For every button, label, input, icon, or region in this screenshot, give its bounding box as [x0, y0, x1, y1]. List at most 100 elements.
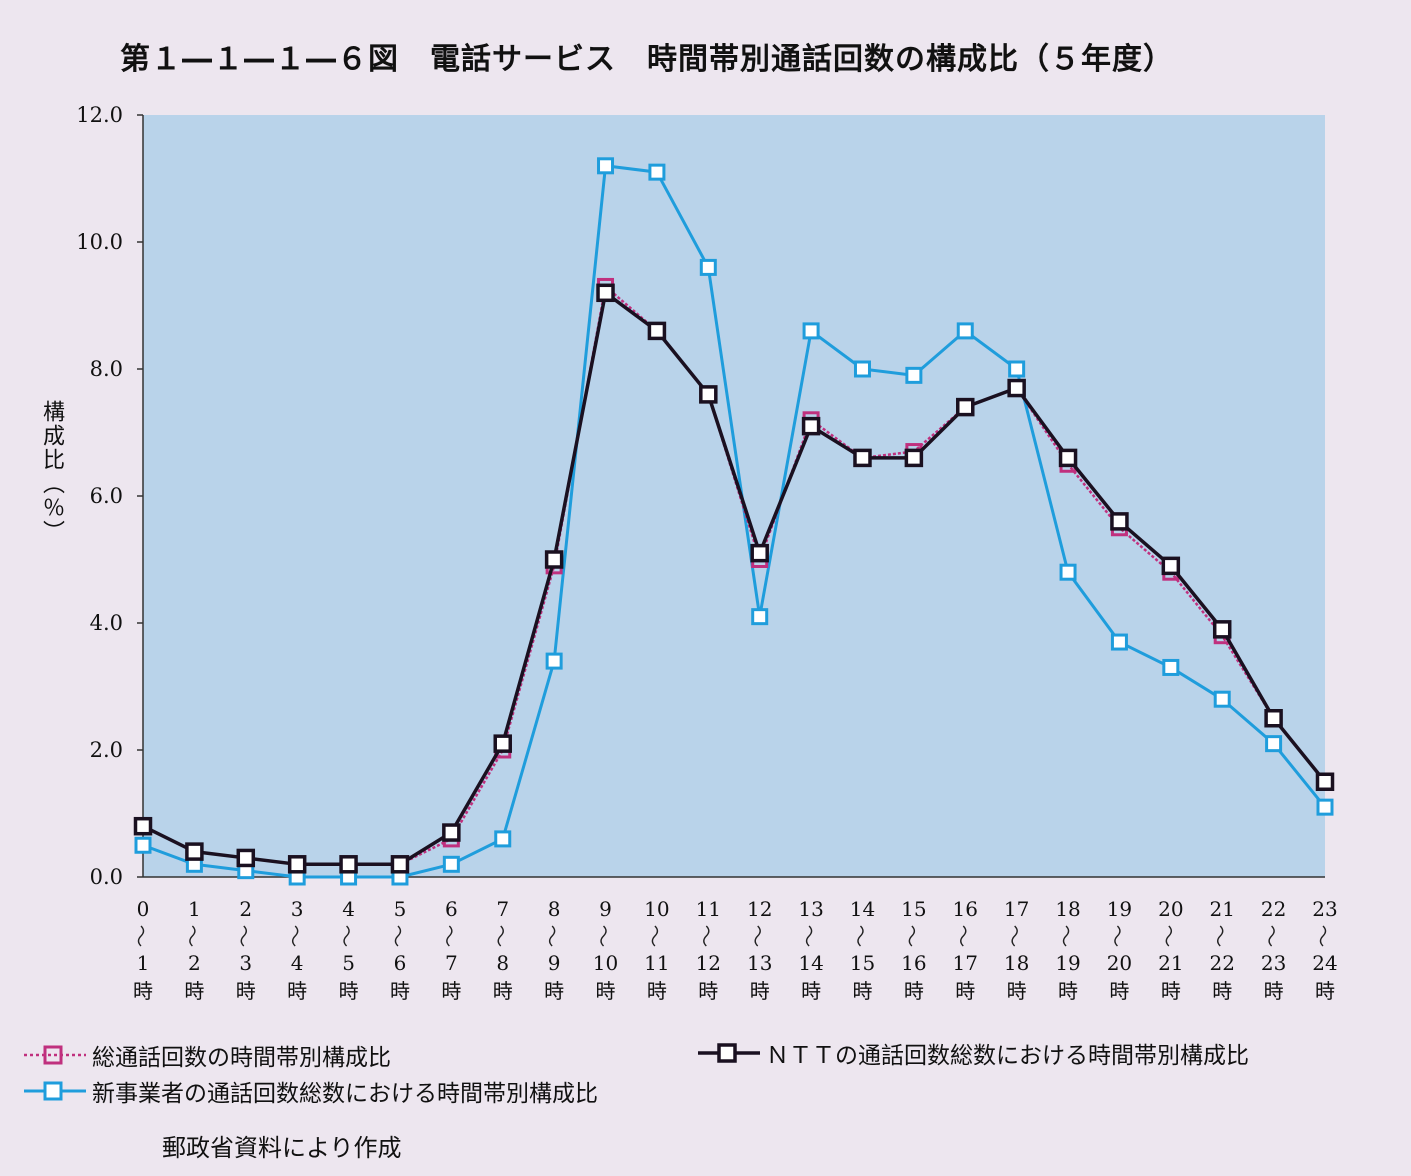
y-tick-label: 10.0 — [76, 230, 123, 254]
svg-text:時: 時 — [596, 979, 616, 1003]
x-tick-label: 21 22 時 — [1209, 897, 1234, 1003]
svg-text:16: 16 — [901, 951, 926, 975]
source-note: 郵政省資料により作成 — [162, 1134, 402, 1162]
svg-text:時: 時 — [1058, 979, 1078, 1003]
x-tick-label: 5 6 時 — [390, 897, 410, 1003]
svg-text:18: 18 — [1055, 897, 1080, 921]
x-tick-label: 16 17 時 — [953, 897, 978, 1003]
chart-title: 第１―１―１―６図 電話サービス 時間帯別通話回数の構成比（５年度） — [120, 42, 1174, 77]
svg-text:6: 6 — [445, 897, 458, 921]
x-tick-label: 23 24 時 — [1312, 897, 1337, 1003]
x-tick-label: 4 5 時 — [339, 897, 359, 1003]
svg-text:11: 11 — [644, 951, 669, 975]
svg-text:時: 時 — [339, 979, 359, 1003]
svg-text:23: 23 — [1261, 951, 1286, 975]
data-point-ntt — [1007, 378, 1026, 398]
data-point-ntt — [1058, 448, 1078, 468]
data-point-new-carriers — [648, 163, 666, 181]
svg-text:0: 0 — [137, 897, 150, 921]
y-axis-label: 構成比（％） — [39, 400, 64, 544]
data-point-new-carriers — [442, 855, 460, 873]
data-point-ntt — [390, 855, 410, 874]
data-point-ntt — [1110, 512, 1129, 531]
data-point-new-carriers — [1316, 798, 1334, 816]
svg-text:1: 1 — [137, 951, 150, 975]
svg-text:21: 21 — [1209, 897, 1234, 921]
y-tick-label: 4.0 — [90, 611, 123, 635]
legend-label-ntt: ＮＴＴの通話回数総数における時間帯別構成比 — [766, 1043, 1249, 1069]
data-point-ntt — [1264, 709, 1283, 728]
y-tick-label: 12.0 — [76, 103, 123, 127]
x-tick-label: 22 23 時 — [1261, 897, 1286, 1003]
svg-text:7: 7 — [496, 897, 509, 921]
data-point-ntt — [647, 321, 667, 341]
svg-text:14: 14 — [850, 897, 875, 921]
legend-marker-total — [24, 1045, 86, 1065]
svg-text:20: 20 — [1158, 897, 1183, 921]
x-tick-label: 18 19 時 — [1055, 897, 1080, 1003]
svg-text:8: 8 — [496, 951, 509, 975]
data-point-ntt — [801, 416, 821, 436]
data-point-ntt — [236, 848, 256, 868]
data-point-new-carriers — [134, 836, 152, 854]
svg-text:1: 1 — [188, 897, 201, 921]
data-point-new-carriers — [494, 830, 512, 848]
svg-text:時: 時 — [1315, 979, 1335, 1003]
x-tick-label: 11 12 時 — [696, 897, 721, 1003]
data-point-ntt — [133, 816, 153, 836]
legend-item-total: 総通話回数の時間帯別構成比 — [22, 1038, 391, 1072]
svg-text:時: 時 — [904, 979, 924, 1003]
y-tick-label: 8.0 — [90, 357, 123, 381]
svg-text:時: 時 — [236, 979, 256, 1003]
svg-text:時: 時 — [955, 979, 975, 1003]
data-point-new-carriers — [956, 322, 974, 340]
y-tick-label: 6.0 — [90, 484, 123, 508]
x-tick-label: 19 20 時 — [1107, 897, 1132, 1003]
data-point-new-carriers — [699, 258, 717, 276]
series-ntt — [133, 283, 1335, 874]
data-point-new-carriers — [802, 322, 820, 340]
data-point-new-carriers — [905, 366, 923, 384]
svg-text:22: 22 — [1261, 897, 1286, 921]
svg-text:時: 時 — [1109, 979, 1129, 1003]
svg-text:9: 9 — [548, 951, 561, 975]
x-tick-label: 17 18 時 — [1004, 897, 1029, 1003]
x-tick-label: 7 8 時 — [493, 897, 513, 1003]
x-tick-label: 8 9 時 — [544, 897, 564, 1003]
svg-text:時: 時 — [441, 979, 461, 1003]
svg-text:7: 7 — [445, 951, 458, 975]
svg-text:時: 時 — [184, 979, 204, 1003]
svg-text:5: 5 — [394, 897, 407, 921]
svg-text:時: 時 — [1007, 979, 1027, 1003]
svg-text:6: 6 — [394, 951, 407, 975]
svg-text:21: 21 — [1158, 951, 1183, 975]
svg-text:13: 13 — [747, 951, 772, 975]
svg-text:時: 時 — [801, 979, 821, 1003]
svg-text:14: 14 — [798, 951, 823, 975]
svg-text:時: 時 — [133, 979, 153, 1003]
svg-text:時: 時 — [647, 979, 667, 1003]
svg-text:19: 19 — [1055, 951, 1080, 975]
svg-text:5: 5 — [342, 951, 355, 975]
data-point-ntt — [904, 448, 924, 468]
svg-text:13: 13 — [798, 897, 823, 921]
data-point-ntt — [596, 283, 615, 303]
svg-text:4: 4 — [291, 951, 304, 975]
svg-text:時: 時 — [493, 979, 513, 1003]
data-point-new-carriers — [1110, 633, 1128, 651]
svg-text:15: 15 — [850, 951, 875, 975]
svg-text:9: 9 — [599, 897, 612, 921]
data-point-new-carriers — [1008, 360, 1026, 378]
x-tick-label: 0 1 時 — [133, 897, 153, 1003]
data-point-new-carriers — [751, 608, 769, 626]
svg-text:18: 18 — [1004, 951, 1029, 975]
svg-text:時: 時 — [1161, 979, 1181, 1003]
data-point-new-carriers — [597, 157, 615, 175]
svg-text:10: 10 — [644, 897, 669, 921]
x-tick-label: 6 7 時 — [441, 897, 461, 1003]
svg-text:15: 15 — [901, 897, 926, 921]
svg-text:時: 時 — [1212, 979, 1232, 1003]
svg-text:22: 22 — [1209, 951, 1234, 975]
data-point-ntt — [699, 385, 718, 404]
